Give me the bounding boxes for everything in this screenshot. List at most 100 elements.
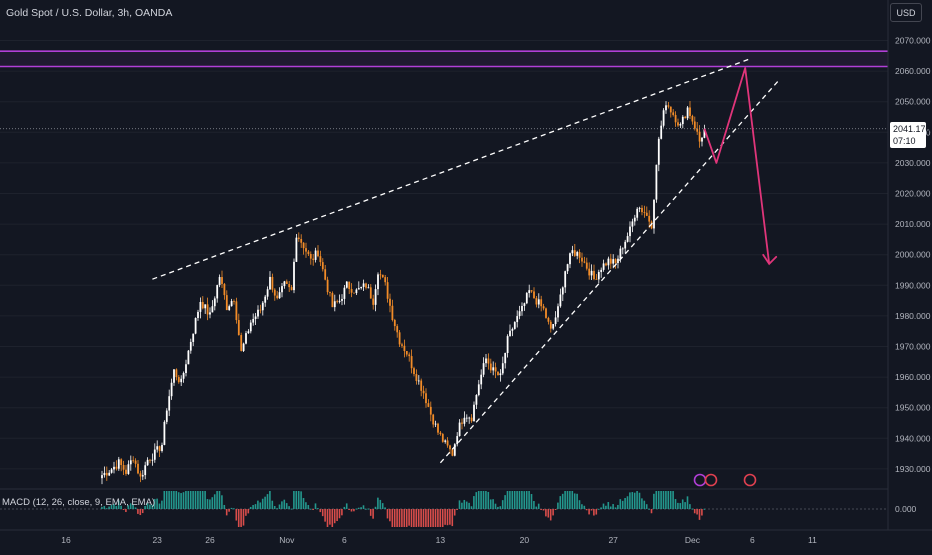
macd-histogram-bar [187, 491, 190, 509]
macd-histogram-bar [602, 503, 605, 509]
macd-histogram-bar [173, 491, 175, 509]
economic-event-marker[interactable] [743, 473, 757, 487]
economic-event-marker[interactable] [693, 473, 707, 487]
macd-histogram-bar [561, 493, 564, 509]
candle-body [398, 332, 401, 345]
macd-histogram-bar [432, 509, 434, 527]
candle-body [432, 414, 435, 425]
candle-body [307, 251, 310, 255]
candle-body [173, 369, 175, 383]
macd-histogram-bar [453, 509, 456, 516]
macd-histogram-bar [456, 509, 458, 510]
macd-histogram-bar [115, 506, 118, 509]
macd-histogram-bar [285, 503, 288, 509]
macd-histogram-bar [149, 504, 151, 509]
macd-histogram-bar [696, 509, 698, 515]
candle-body [199, 301, 202, 312]
candle-body [132, 460, 135, 462]
macd-histogram-bar [684, 502, 686, 509]
macd-histogram-bar [497, 506, 499, 509]
candle-body [405, 351, 408, 355]
macd-histogram-bar [254, 504, 257, 509]
candle-body [343, 287, 346, 299]
candle-body [221, 277, 223, 284]
candle-body [317, 250, 319, 257]
macd-histogram-bar [206, 499, 209, 509]
macd-histogram-bar [547, 509, 550, 518]
macd-histogram-bar [521, 491, 523, 509]
macd-histogram-bar [129, 503, 132, 509]
macd-histogram-bar [180, 493, 182, 509]
candle-body [672, 112, 675, 115]
candle-body [101, 475, 103, 479]
candle-body [638, 207, 641, 209]
currency-button[interactable]: USD [890, 3, 922, 22]
candle-body [600, 269, 603, 273]
macd-histogram-bar [537, 503, 540, 509]
macd-histogram-bar [427, 509, 430, 527]
candle-body [437, 423, 439, 433]
candle-body [561, 287, 564, 295]
resistance-zone [0, 50, 888, 68]
macd-histogram-bar [398, 509, 401, 527]
candle-body [182, 373, 185, 379]
macd-histogram-bar [434, 509, 437, 527]
candle-body [557, 306, 559, 318]
macd-histogram-bar [182, 492, 185, 509]
candle-body [309, 254, 312, 259]
macd-histogram-bar [475, 492, 478, 509]
macd-histogram-bar [633, 492, 636, 509]
macd-histogram-bar [665, 491, 667, 509]
economic-event-marker[interactable] [704, 473, 718, 487]
candle-body [669, 106, 672, 113]
macd-histogram-bar [233, 508, 235, 510]
macd-histogram-bar [261, 498, 264, 509]
macd-histogram-bar [408, 509, 410, 526]
macd-histogram-bar [307, 505, 310, 509]
candle-body [444, 440, 447, 442]
candle-body [653, 199, 655, 229]
candle-body [168, 396, 171, 411]
macd-histogram-bar [377, 497, 379, 509]
macd-histogram-bar [660, 491, 662, 509]
macd-histogram-bar [614, 507, 617, 509]
event-markers[interactable] [693, 473, 757, 487]
candle-body [473, 404, 475, 422]
candle-body [468, 417, 471, 419]
macd-histogram-bar [266, 494, 269, 509]
macd-histogram-bar [295, 491, 298, 509]
candle-body [684, 116, 687, 119]
candle-body [662, 110, 665, 126]
forecast-path [703, 67, 771, 264]
candle-body [233, 301, 235, 302]
candle-body [369, 287, 372, 299]
macd-histogram-bar [504, 495, 506, 509]
candle-body [201, 301, 204, 309]
candle-body [228, 306, 231, 311]
candle-body [631, 221, 634, 227]
time-tick-label: 16 [61, 535, 71, 545]
candle-body [679, 124, 682, 126]
macd-histogram-bar [199, 491, 202, 509]
candle-body [117, 459, 120, 469]
macd-histogram-bar [609, 506, 612, 509]
macd-histogram-bar [617, 504, 619, 509]
macd-histogram-bar [650, 509, 653, 514]
macd-histogram-bar [420, 509, 422, 527]
macd-histogram-bar [554, 509, 557, 510]
macd-histogram-bar [631, 492, 634, 509]
macd-histogram-bar [487, 491, 490, 509]
macd-indicator-label[interactable]: MACD (12, 26, close, 9, EMA, EMA) [2, 497, 156, 508]
candle-body [396, 326, 399, 333]
macd-histogram-bar [566, 491, 569, 509]
macd-histogram-bar [693, 509, 696, 514]
candle-body [134, 460, 137, 464]
macd-histogram-bar [509, 491, 511, 509]
macd-histogram-bar [581, 504, 583, 509]
macd-histogram-bar [321, 509, 324, 517]
time-tick-label: 20 [520, 535, 530, 545]
candle-body [269, 276, 271, 290]
macd-histogram-bar [674, 499, 677, 509]
